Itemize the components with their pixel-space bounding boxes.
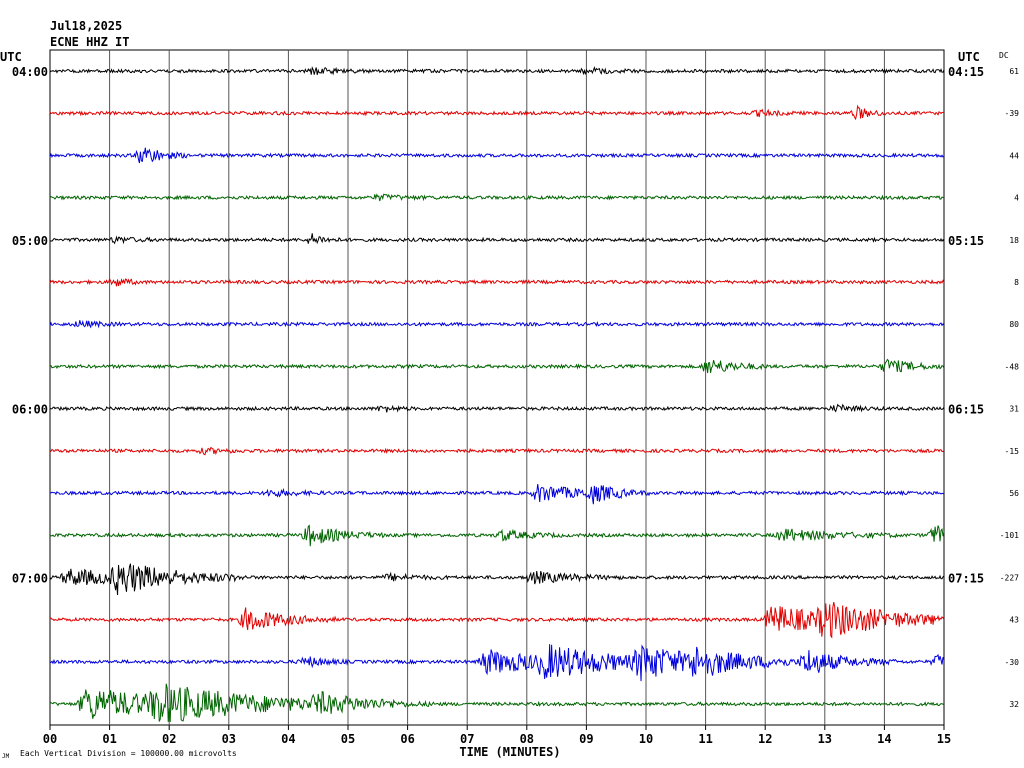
date-label: Jul18,2025 [50,19,123,33]
dc-value-label: 80 [1009,320,1019,329]
x-tick-label-09: 09 [579,732,593,746]
dc-value-label: -39 [1005,109,1020,118]
station-label: ECNE HHZ IT [50,35,130,49]
time-labels: 04:00 05:00 06:00 07:00 04:15 05:15 06:15 07:15 [12,65,984,585]
x-tick-label-08: 08 [520,732,534,746]
dc-value-label: -15 [1005,447,1020,456]
footer-note: Each Vertical Division = 100000.00 micro… [20,749,237,758]
left-time-label: 06:00 [12,403,48,417]
x-tick-label-10: 10 [639,732,653,746]
left-time-label: 07:00 [12,571,48,585]
dc-value-label: 8 [1014,278,1019,287]
x-tick-label-04: 04 [281,732,295,746]
x-tick-label-05: 05 [341,732,355,746]
right-time-label: 06:15 [948,403,984,417]
dc-value-label: 44 [1009,151,1019,160]
x-tick-label-06: 06 [400,732,414,746]
trace-line-2 [49,104,945,121]
dc-value-label: 18 [1009,236,1019,245]
plot-frame [49,49,945,726]
trace-line-12 [49,524,945,547]
x-axis-ticks: 00 01 02 03 04 05 06 07 08 09 10 11 12 13 14 15 [43,725,951,746]
left-time-label: 05:00 [12,234,48,248]
trace-line-5 [50,233,945,245]
trace-line-3 [49,147,945,164]
dc-value-label: -227 [1000,573,1019,582]
x-tick-label-15: 15 [937,732,951,746]
x-tick-label-12: 12 [758,732,772,746]
trace-line-15 [49,644,945,682]
trace-line-10 [49,446,945,456]
right-time-label: 07:15 [948,571,984,585]
seismic-traces [49,66,945,722]
trace-line-14 [49,602,945,639]
trace-line-7 [49,319,945,329]
x-tick-label-11: 11 [698,732,712,746]
left-time-label: 04:00 [12,65,48,79]
right-time-label: 05:15 [948,234,984,248]
x-tick-label-07: 07 [460,732,474,746]
trace-line-13 [49,563,945,595]
x-axis-label: TIME (MINUTES) [459,745,560,759]
dc-value-label: 43 [1009,616,1019,625]
dc-header-label: DC [999,51,1009,60]
trace-line-8 [49,358,945,374]
dc-value-label: -101 [1000,531,1019,540]
dc-value-label: 32 [1009,700,1019,709]
dc-value-label: 61 [1009,67,1019,76]
x-tick-label-03: 03 [222,732,236,746]
grid-lines [109,50,885,725]
trace-line-11 [49,483,945,505]
x-tick-label-13: 13 [818,732,832,746]
footer-mark: JM [2,753,10,760]
dc-value-label: -30 [1005,658,1020,667]
x-tick-label-01: 01 [102,732,116,746]
right-time-label: 04:15 [948,65,984,79]
dc-value-label: 31 [1009,405,1019,414]
utc-left-label: UTC [0,50,22,64]
dc-value-label: 4 [1014,194,1019,203]
utc-right-label: UTC [958,50,980,64]
trace-line-4 [49,193,945,202]
dc-value-label: -48 [1005,362,1020,371]
x-tick-label-14: 14 [877,732,891,746]
trace-line-6 [49,277,945,287]
x-tick-label-02: 02 [162,732,176,746]
x-tick-label-00: 00 [43,732,57,746]
trace-line-9 [49,403,945,413]
dc-value-label: 56 [1009,489,1019,498]
trace-line-1 [49,66,945,76]
trace-line-16 [49,683,945,722]
